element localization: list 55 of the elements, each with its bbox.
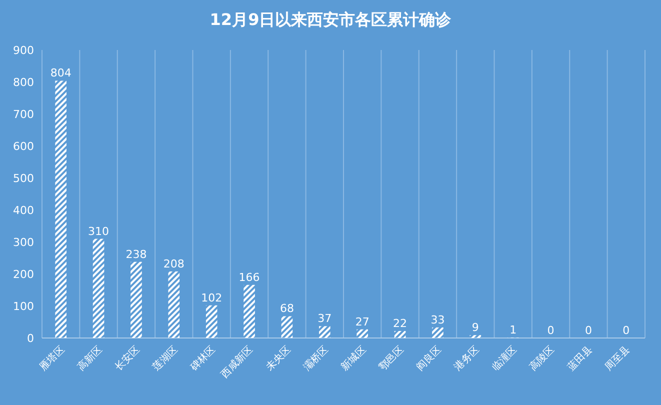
y-tick-label: 100 [13, 300, 34, 313]
bar [244, 284, 255, 338]
x-tick-label: 新城区 [338, 344, 368, 374]
x-tick-label: 阎良区 [414, 344, 444, 374]
bar [206, 305, 218, 338]
x-tick-label: 高新区 [74, 344, 105, 374]
x-tick-label: 蓝田县 [564, 344, 595, 374]
x-tick-label: 西咸新区 [218, 344, 256, 380]
bar [470, 335, 482, 338]
y-tick-label: 0 [27, 332, 34, 345]
x-tick-label: 长安区 [112, 344, 142, 374]
y-tick-label: 900 [13, 44, 34, 57]
bar [281, 316, 293, 338]
bar [356, 329, 368, 338]
x-tick-label: 碑林区 [187, 344, 218, 374]
bar [394, 330, 406, 338]
data-label: 22 [393, 316, 408, 330]
data-label: 33 [430, 313, 445, 326]
y-tick-label: 500 [13, 172, 34, 185]
x-tick-label: 未央区 [263, 344, 294, 374]
bar [319, 326, 330, 338]
x-tick-label: 雁塔区 [37, 344, 67, 374]
x-tick-label: 高陵区 [527, 344, 557, 374]
data-label: 0 [584, 324, 592, 337]
chart-title: 12月9日以来西安市各区累计确诊 [210, 10, 452, 29]
x-tick-label: 莲湖区 [150, 344, 180, 374]
y-tick-label: 600 [13, 140, 34, 153]
bar [130, 262, 142, 338]
x-tick-label: 周至县 [603, 344, 632, 374]
y-tick-label: 400 [13, 204, 34, 217]
data-label: 238 [126, 248, 147, 261]
y-tick-label: 700 [13, 108, 34, 121]
data-label: 102 [201, 291, 222, 304]
y-tick-label: 200 [13, 268, 34, 281]
data-label: 1 [510, 324, 517, 337]
y-tick-label: 800 [13, 76, 34, 89]
x-tick-label: 鄠邑区 [377, 344, 406, 374]
bar [168, 271, 180, 338]
data-label: 208 [163, 257, 184, 270]
x-tick-label: 港务区 [452, 344, 482, 374]
bar [92, 238, 104, 338]
data-label: 9 [472, 321, 479, 334]
x-tick-label: 临潼区 [490, 344, 520, 374]
data-label: 804 [50, 66, 72, 80]
data-label: 68 [280, 302, 294, 316]
x-tick-label: 灞桥区 [301, 344, 331, 374]
y-tick-label: 300 [13, 236, 34, 249]
data-label: 310 [88, 224, 110, 238]
data-label: 0 [622, 324, 630, 337]
data-label: 27 [355, 315, 370, 328]
bar [55, 80, 66, 338]
bar [432, 327, 444, 338]
data-label: 0 [547, 324, 554, 337]
data-label: 166 [238, 270, 260, 284]
data-label: 37 [318, 312, 332, 326]
